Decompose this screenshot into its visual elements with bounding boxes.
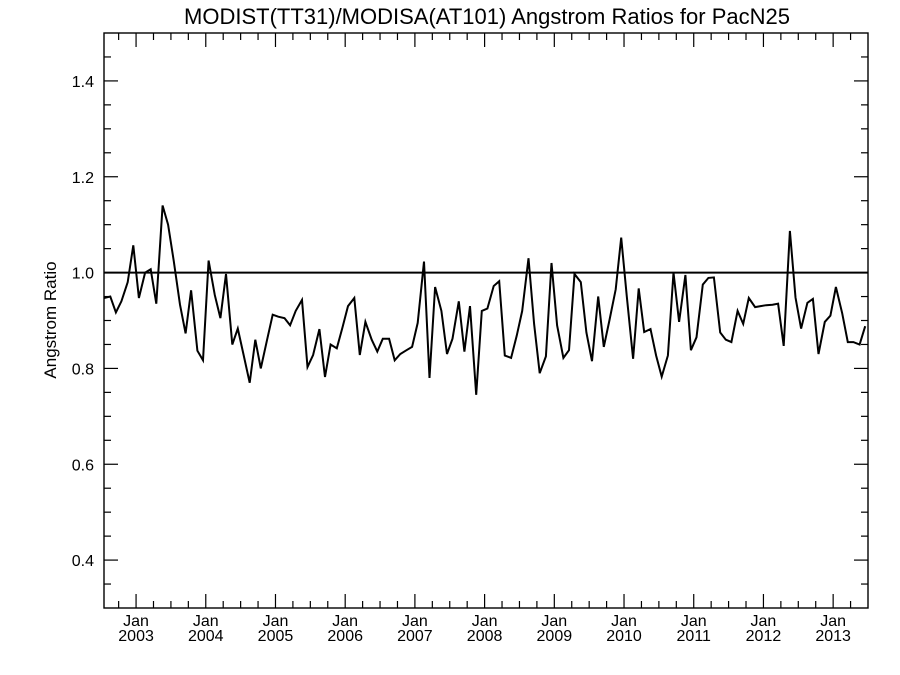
y-tick-label: 0.8 bbox=[72, 361, 94, 378]
y-axis-label: Angstrom Ratio bbox=[41, 261, 60, 378]
x-tick-month-label: Jan bbox=[681, 613, 707, 630]
x-tick-year-label: 2013 bbox=[815, 628, 851, 645]
chart-title: MODIST(TT31)/MODISA(AT101) Angstrom Rati… bbox=[184, 4, 790, 29]
x-tick-year-label: 2011 bbox=[677, 628, 712, 645]
x-tick-year-label: 2010 bbox=[606, 628, 642, 645]
x-tick-year-label: 2005 bbox=[258, 628, 294, 645]
series-line bbox=[103, 205, 867, 395]
x-tick-month-label: Jan bbox=[193, 613, 219, 630]
x-tick-month-label: Jan bbox=[751, 613, 777, 630]
x-tick-year-label: 2007 bbox=[397, 628, 433, 645]
x-tick-year-label: 2006 bbox=[327, 628, 363, 645]
x-tick-month-label: Jan bbox=[472, 613, 498, 630]
x-tick-year-label: 2008 bbox=[467, 628, 503, 645]
plot-area: 0.40.60.81.01.21.4Jan2003Jan2004Jan2005J… bbox=[72, 32, 869, 645]
x-tick-month-label: Jan bbox=[123, 613, 149, 630]
plot-frame bbox=[103, 32, 869, 609]
x-tick-month-label: Jan bbox=[820, 613, 846, 630]
x-tick-month-label: Jan bbox=[402, 613, 428, 630]
x-tick-month-label: Jan bbox=[332, 613, 358, 630]
x-tick-month-label: Jan bbox=[611, 613, 637, 630]
y-tick-label: 0.4 bbox=[72, 553, 94, 570]
x-tick-month-label: Jan bbox=[263, 613, 289, 630]
x-tick-month-label: Jan bbox=[541, 613, 567, 630]
y-tick-label: 0.6 bbox=[72, 457, 94, 474]
x-tick-year-label: 2003 bbox=[118, 628, 154, 645]
y-tick-label: 1.2 bbox=[72, 170, 94, 187]
y-tick-label: 1.4 bbox=[72, 74, 94, 91]
x-tick-year-label: 2004 bbox=[188, 628, 224, 645]
y-tick-label: 1.0 bbox=[72, 266, 94, 283]
x-tick-year-label: 2009 bbox=[537, 628, 573, 645]
x-tick-year-label: 2012 bbox=[746, 628, 782, 645]
